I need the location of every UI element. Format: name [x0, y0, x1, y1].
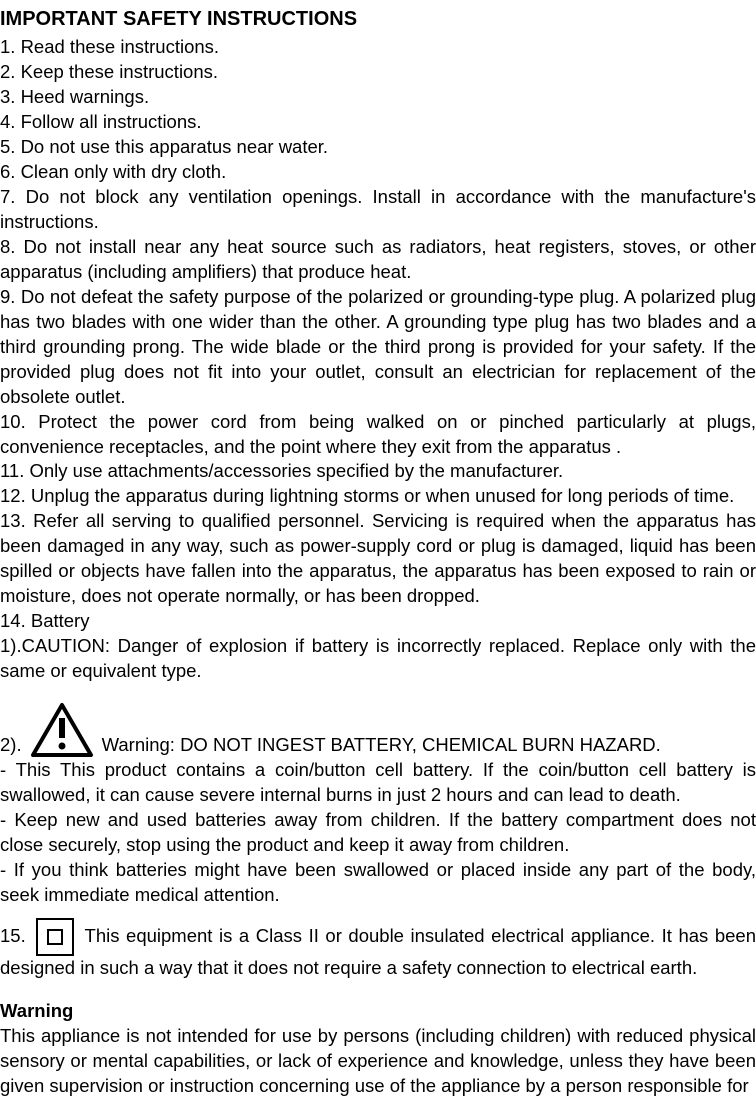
instruction-15-prefix: 15. — [0, 925, 26, 946]
instruction-14-2-text: Warning: DO NOT INGEST BATTERY, CHEMICAL… — [102, 733, 661, 758]
instruction-14-1: 1).CAUTION: Danger of explosion if batte… — [0, 634, 756, 684]
warning-heading: Warning — [0, 999, 756, 1024]
instruction-15-text: This equipment is a Class II or double i… — [0, 925, 756, 978]
instruction-8: 8. Do not install near any heat source s… — [0, 235, 756, 285]
instruction-2: 2. Keep these instructions. — [0, 60, 756, 85]
class2-icon — [36, 918, 74, 956]
instruction-14: 14. Battery — [0, 609, 756, 634]
instruction-4: 4. Follow all instructions. — [0, 110, 756, 135]
instruction-12: 12. Unplug the apparatus during lightnin… — [0, 484, 756, 509]
instruction-14-2a: - This This product contains a coin/butt… — [0, 758, 756, 808]
instruction-5: 5. Do not use this apparatus near water. — [0, 135, 756, 160]
instruction-9: 9. Do not defeat the safety purpose of t… — [0, 285, 756, 410]
warning-body: This appliance is not intended for use b… — [0, 1024, 756, 1099]
instruction-3: 3. Heed warnings. — [0, 85, 756, 110]
instruction-14-2b: - Keep new and used batteries away from … — [0, 808, 756, 858]
instruction-15: 15. This equipment is a Class II or doub… — [0, 918, 756, 981]
instruction-10: 10. Protect the power cord from being wa… — [0, 410, 756, 460]
instruction-14-2-prefix: 2). — [0, 733, 22, 758]
instruction-6: 6. Clean only with dry cloth. — [0, 160, 756, 185]
warning-triangle-icon — [30, 702, 94, 758]
instruction-13: 13. Refer all serving to qualified perso… — [0, 509, 756, 609]
instruction-14-2-line: 2). Warning: DO NOT INGEST BATTERY, CHEM… — [0, 702, 756, 758]
instruction-14-2c: - If you think batteries might have been… — [0, 858, 756, 908]
document-body: IMPORTANT SAFETY INSTRUCTIONS 1. Read th… — [0, 6, 756, 1099]
instruction-1: 1. Read these instructions. — [0, 35, 756, 60]
page-title: IMPORTANT SAFETY INSTRUCTIONS — [0, 6, 756, 33]
instruction-11: 11. Only use attachments/accessories spe… — [0, 459, 756, 484]
instruction-7: 7. Do not block any ventilation openings… — [0, 185, 756, 235]
